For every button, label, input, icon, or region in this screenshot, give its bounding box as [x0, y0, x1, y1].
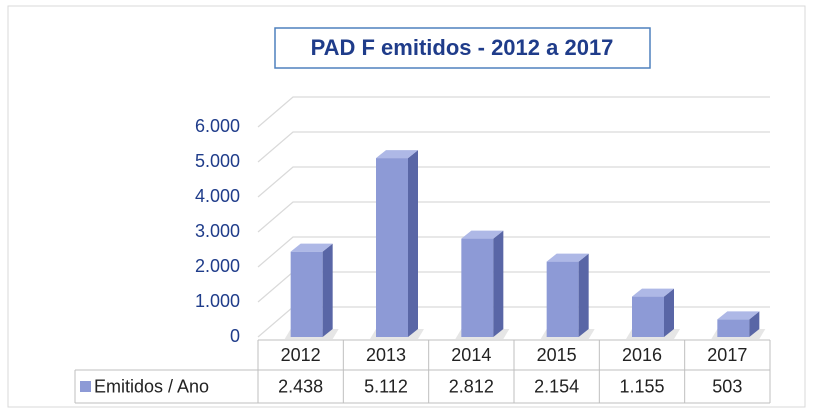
- legend-swatch: [80, 381, 91, 392]
- x-tick-label: 2016: [622, 345, 662, 365]
- bar: [717, 319, 750, 337]
- grid-line: [257, 201, 770, 233]
- grid-line: [257, 96, 770, 128]
- bar-side: [664, 288, 674, 337]
- bar-top: [461, 230, 504, 239]
- bar: [461, 238, 494, 337]
- bar-top: [546, 253, 589, 262]
- legend-label: Emitidos / Ano: [94, 376, 209, 396]
- y-tick-label: 5.000: [195, 151, 240, 171]
- bar: [546, 261, 579, 337]
- y-tick-label: 4.000: [195, 186, 240, 206]
- x-tick-label: 2014: [451, 345, 491, 365]
- bar-top: [717, 311, 760, 320]
- data-label: 2.438: [278, 376, 323, 396]
- bar-side: [578, 253, 589, 337]
- data-label: 2.154: [534, 376, 579, 396]
- grid-line: [257, 166, 770, 198]
- grid-line: [257, 131, 770, 163]
- y-tick-label: 0: [230, 326, 240, 346]
- x-tick-label: 2017: [707, 345, 747, 365]
- x-tick-label: 2012: [281, 345, 321, 365]
- bar-top: [376, 150, 418, 159]
- chart-title: PAD F emitidos - 2012 a 2017: [311, 35, 614, 60]
- title-box: [274, 27, 651, 69]
- bar: [290, 251, 323, 337]
- x-tick-label: 2015: [537, 345, 577, 365]
- bar-side: [493, 230, 504, 337]
- bar-side: [322, 243, 333, 337]
- data-label: 1.155: [619, 376, 664, 396]
- y-tick-label: 6.000: [195, 116, 240, 136]
- data-label: 5.112: [364, 376, 408, 396]
- data-label: 503: [712, 376, 742, 396]
- y-tick-label: 3.000: [195, 221, 240, 241]
- y-tick-label: 1.000: [195, 291, 240, 311]
- bar-side: [749, 311, 760, 337]
- bar-top: [632, 288, 674, 297]
- grid-line: [257, 236, 770, 268]
- x-tick-label: 2013: [366, 345, 406, 365]
- bar: [376, 158, 408, 337]
- bar-top: [290, 243, 333, 252]
- bar-side: [408, 150, 418, 337]
- bar: [632, 296, 664, 337]
- y-tick-label: 2.000: [195, 256, 240, 276]
- data-label: 2.812: [449, 376, 494, 396]
